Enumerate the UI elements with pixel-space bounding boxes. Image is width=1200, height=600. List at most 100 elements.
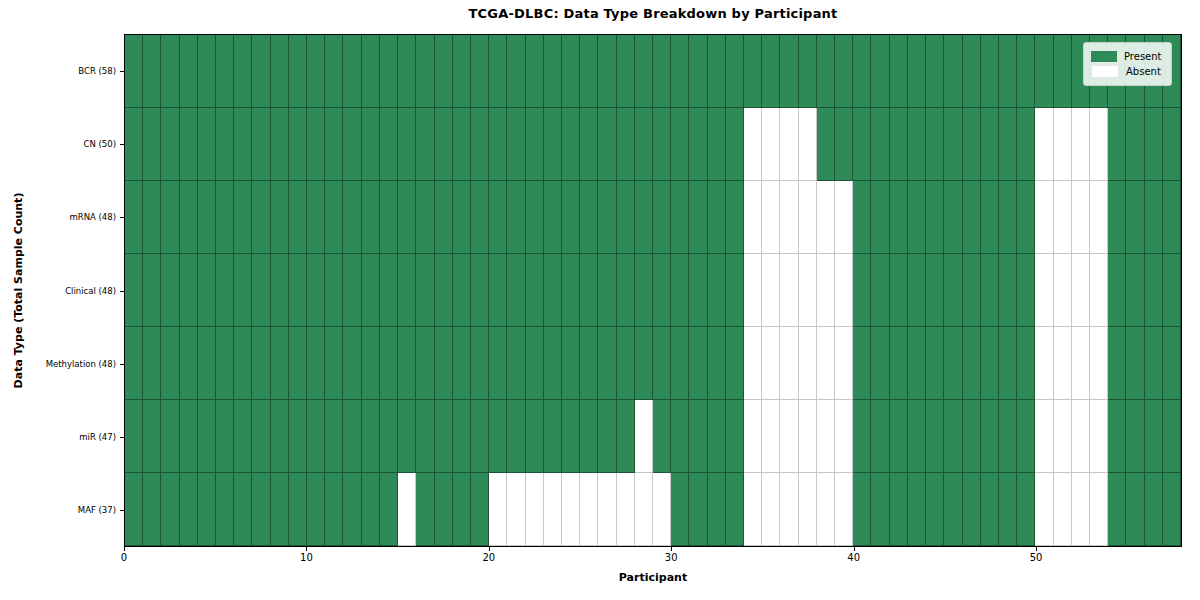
heatmap-cell [653, 181, 671, 254]
heatmap-cell [562, 108, 580, 181]
heatmap-cell [744, 327, 762, 400]
heatmap-cell [289, 254, 307, 327]
heatmap-cell [180, 473, 198, 546]
heatmap-cell [325, 473, 343, 546]
heatmap-cell [598, 473, 616, 546]
heatmap-cell [362, 181, 380, 254]
heatmap-cell [999, 327, 1017, 400]
heatmap-cell [890, 327, 908, 400]
heatmap-cell [762, 181, 780, 254]
heatmap-cell [1054, 400, 1072, 473]
heatmap-cell [580, 108, 598, 181]
heatmap-cell [416, 108, 434, 181]
heatmap-cell [544, 181, 562, 254]
heatmap-cell [234, 400, 252, 473]
heatmap-cell [435, 327, 453, 400]
heatmap-cell [671, 254, 689, 327]
heatmap-cell [125, 181, 143, 254]
heatmap-cell [252, 108, 270, 181]
heatmap-cell [726, 35, 744, 108]
heatmap-cell [1017, 327, 1035, 400]
heatmap-cell [981, 254, 999, 327]
heatmap-cell [1017, 181, 1035, 254]
heatmap-cell [343, 108, 361, 181]
heatmap-cell [526, 254, 544, 327]
heatmap-cell [835, 327, 853, 400]
heatmap-cell [1017, 35, 1035, 108]
heatmap-cell [762, 35, 780, 108]
heatmap-cell [1035, 108, 1053, 181]
heatmap-cell [398, 327, 416, 400]
heatmap-cell [471, 108, 489, 181]
heatmap-cell [198, 327, 216, 400]
heatmap-cell [598, 108, 616, 181]
heatmap-cell [143, 35, 161, 108]
heatmap-cell [489, 254, 507, 327]
heatmap-cell [1072, 473, 1090, 546]
heatmap-cell [908, 400, 926, 473]
heatmap-cell [580, 473, 598, 546]
heatmap-cell [835, 254, 853, 327]
heatmap-cell [216, 35, 234, 108]
heatmap-cell [1126, 254, 1144, 327]
heatmap-cell [744, 35, 762, 108]
heatmap-cell [125, 254, 143, 327]
heatmap-cell [252, 35, 270, 108]
heatmap-cell [234, 473, 252, 546]
heatmap-cell [307, 35, 325, 108]
x-tick-label: 30 [665, 552, 678, 563]
heatmap-cell [216, 254, 234, 327]
x-tick-label: 20 [482, 552, 495, 563]
heatmap-cell [981, 108, 999, 181]
heatmap-cell [671, 473, 689, 546]
heatmap-cell [435, 400, 453, 473]
heatmap-cell [853, 473, 871, 546]
heatmap-cell [526, 35, 544, 108]
heatmap-cell [817, 181, 835, 254]
heatmap-cell [926, 35, 944, 108]
heatmap-cell [271, 35, 289, 108]
heatmap-cell [416, 327, 434, 400]
heatmap-cell [471, 400, 489, 473]
heatmap-cell [799, 108, 817, 181]
heatmap-cell [180, 35, 198, 108]
heatmap-cell [780, 181, 798, 254]
heatmap-cell [598, 400, 616, 473]
heatmap-cell [817, 108, 835, 181]
heatmap-cell [999, 181, 1017, 254]
heatmap-cell [1072, 254, 1090, 327]
heatmap-cell [1145, 181, 1163, 254]
x-tick-mark [124, 547, 125, 551]
x-tick-mark [489, 547, 490, 551]
heatmap-cell [689, 35, 707, 108]
heatmap-cell [726, 254, 744, 327]
heatmap-cell [908, 35, 926, 108]
heatmap-cell [580, 400, 598, 473]
heatmap-cell [981, 473, 999, 546]
heatmap-cell [1163, 108, 1181, 181]
heatmap-cell [1072, 400, 1090, 473]
heatmap-cell [252, 400, 270, 473]
heatmap-cell [216, 473, 234, 546]
heatmap-cell [799, 254, 817, 327]
heatmap-cell [289, 327, 307, 400]
heatmap-cell [343, 35, 361, 108]
heatmap-cell [216, 181, 234, 254]
heatmap-cell [143, 181, 161, 254]
heatmap-cell [507, 35, 525, 108]
heatmap-cell [708, 108, 726, 181]
heatmap-cell [562, 181, 580, 254]
heatmap-cell [835, 108, 853, 181]
heatmap-cell [780, 35, 798, 108]
heatmap-cell [216, 108, 234, 181]
heatmap-cell [908, 254, 926, 327]
y-tick-label: Methylation (48) [0, 359, 116, 369]
heatmap-cell [198, 254, 216, 327]
heatmap-cell [380, 327, 398, 400]
heatmap-cell [398, 473, 416, 546]
heatmap-cell [362, 400, 380, 473]
heatmap-cell [416, 254, 434, 327]
heatmap-cell [234, 327, 252, 400]
heatmap-cell [526, 108, 544, 181]
heatmap-cell [143, 327, 161, 400]
